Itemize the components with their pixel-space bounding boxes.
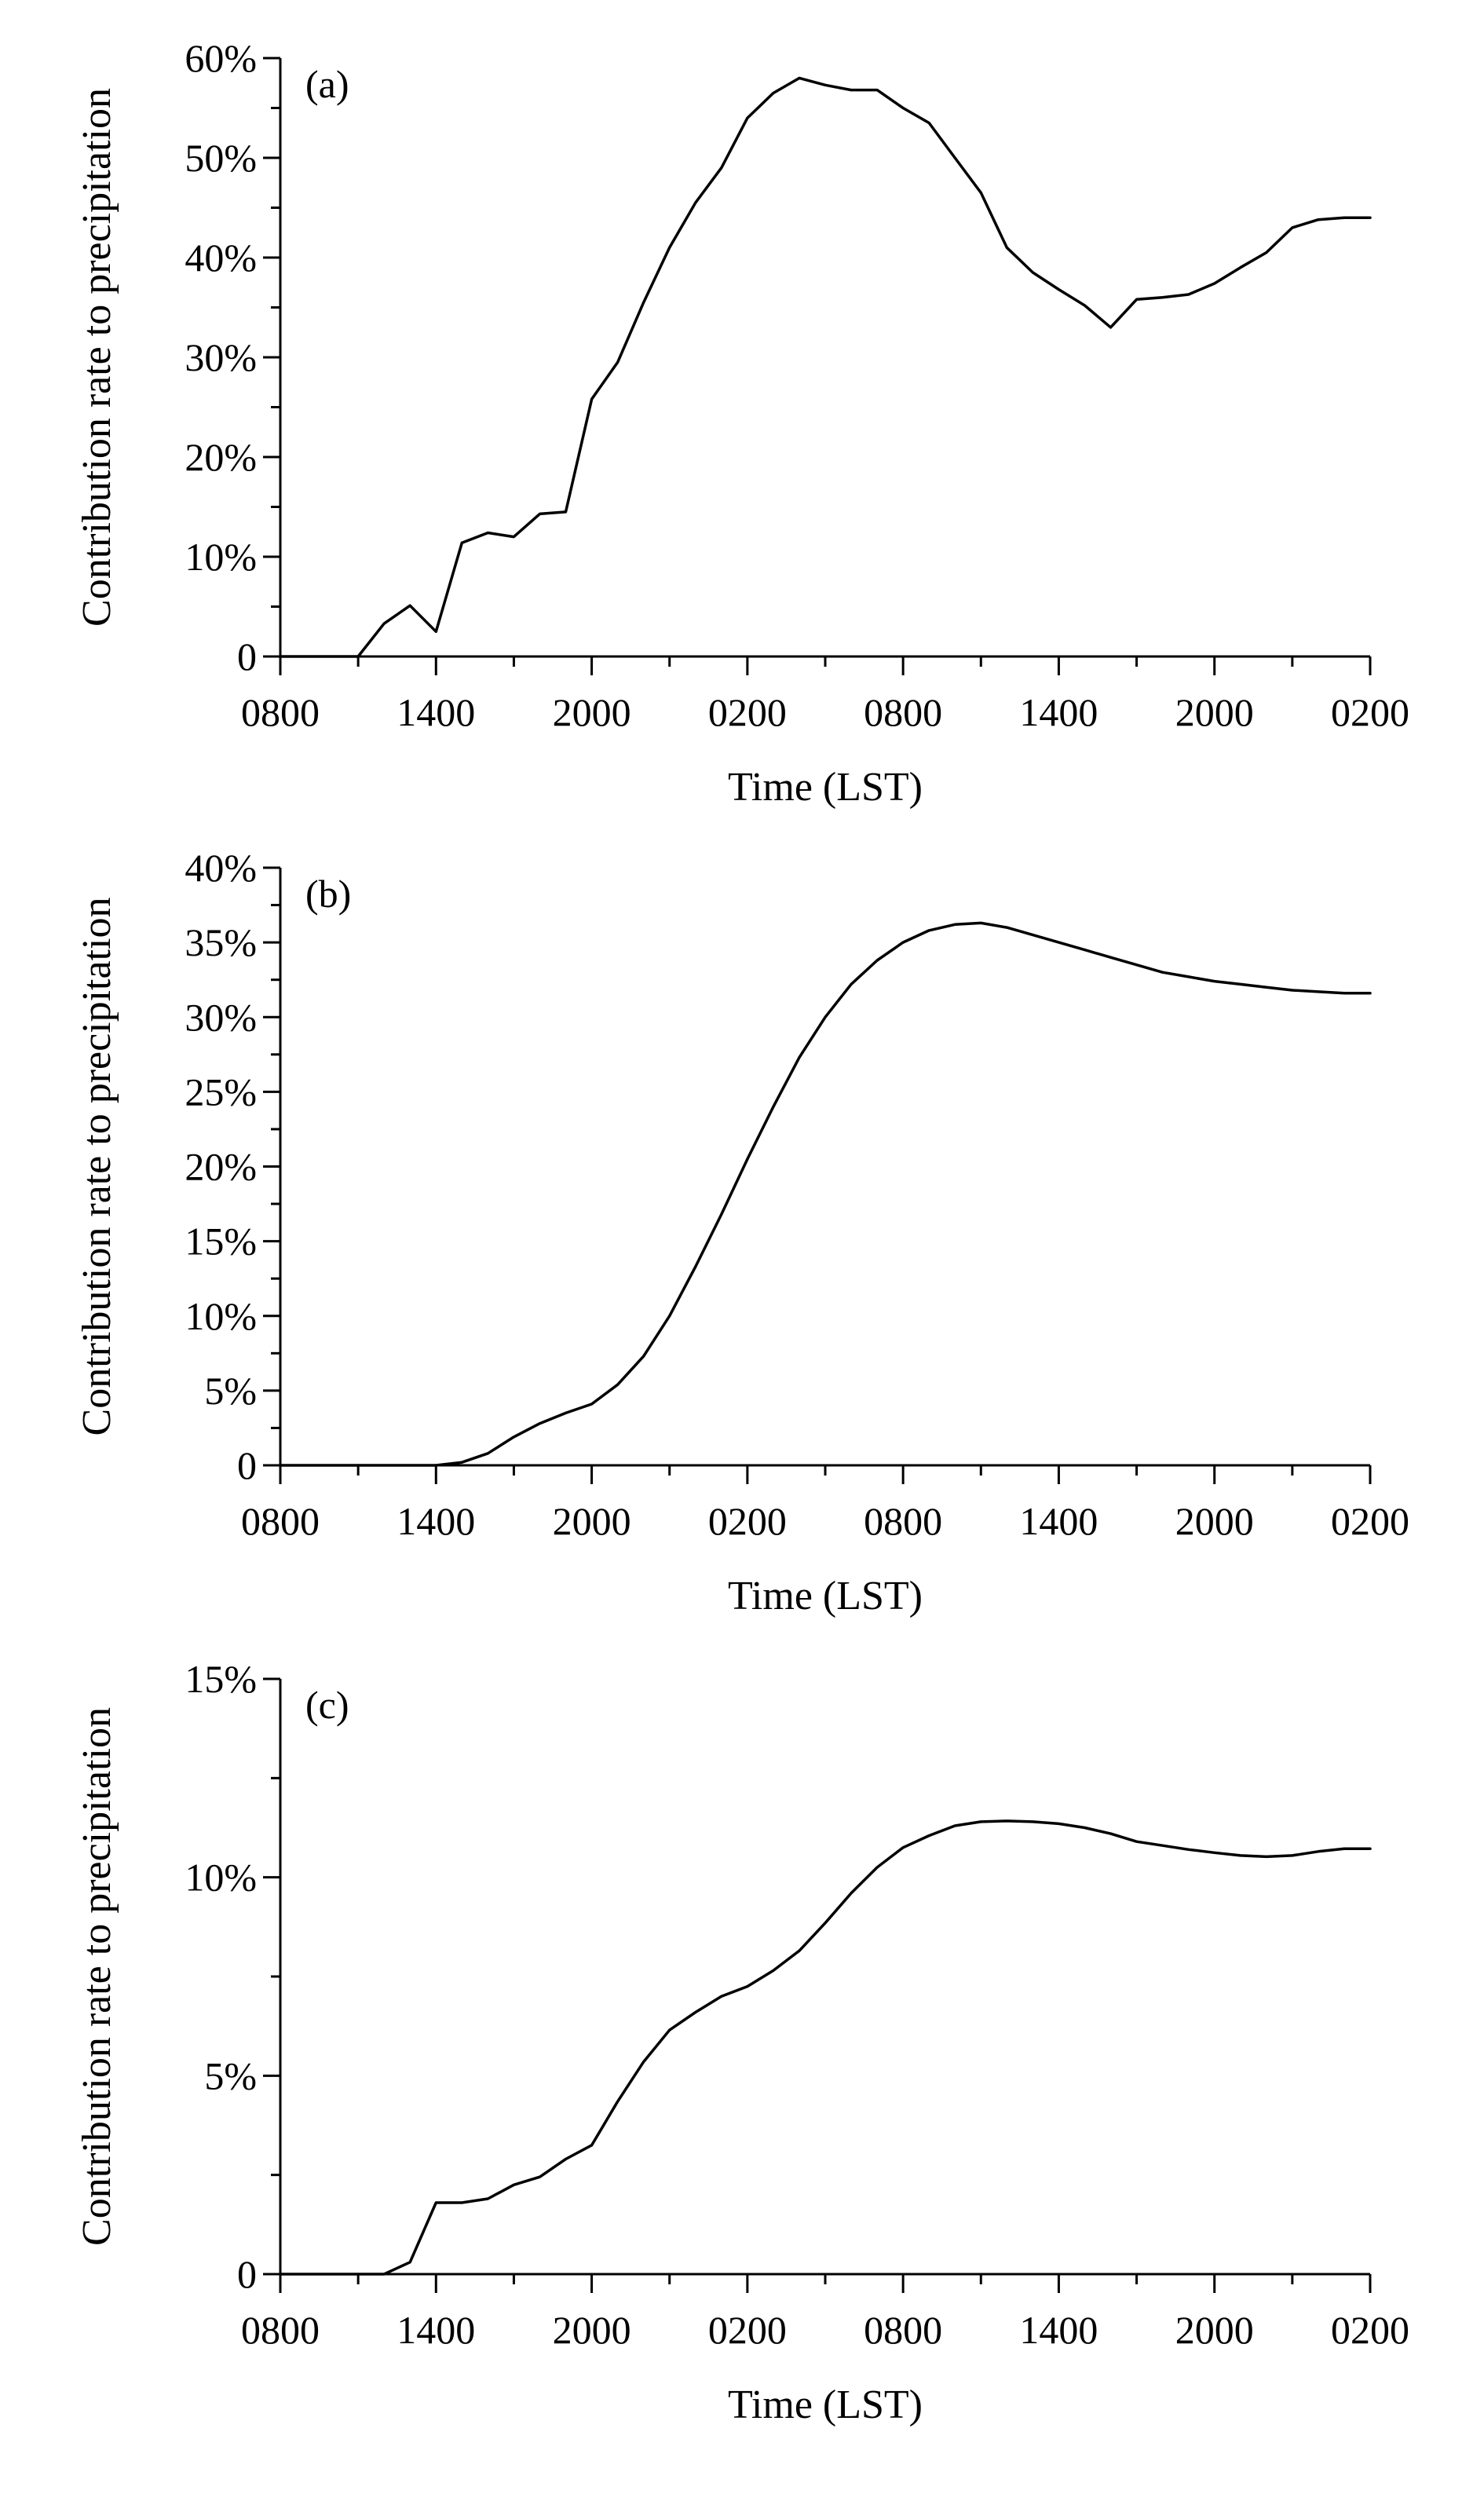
y-tick-label: 0	[237, 2252, 257, 2296]
y-tick-label: 25%	[185, 1070, 257, 1114]
y-tick-label: 60%	[185, 36, 257, 80]
y-tick-label: 30%	[185, 995, 257, 1039]
x-tick-label: 0200	[1331, 2308, 1409, 2352]
x-tick-label: 2000	[553, 2308, 631, 2352]
y-tick-label: 35%	[185, 920, 257, 964]
x-tick-label: 0800	[864, 690, 942, 734]
y-tick-label: 10%	[185, 535, 257, 579]
x-tick-label: 2000	[1175, 690, 1254, 734]
y-tick-label: 15%	[185, 1657, 257, 1701]
x-tick-label: 2000	[553, 1499, 631, 1543]
y-tick-label: 20%	[185, 435, 257, 479]
panel-label: (b)	[305, 872, 351, 916]
x-tick-label: 0200	[708, 2308, 787, 2352]
x-tick-label: 0800	[241, 690, 320, 734]
x-tick-label: 0200	[1331, 690, 1409, 734]
chart-panel-1: 0 10% 20% 30% 40% 50% 60% 0800 1400 2000 0200 0800 1…	[75, 36, 1409, 810]
chart-panel-2: 0 5% 10% 15% 20% 25% 30% 35% 40% 0800 1400 2000 0200…	[75, 846, 1409, 1618]
y-tick-label: 20%	[185, 1145, 257, 1189]
x-tick-label: 2000	[1175, 2308, 1254, 2352]
x-tick-label: 0200	[708, 690, 787, 734]
series-line-1	[279, 76, 1372, 658]
series-line-1	[279, 1819, 1372, 2276]
x-tick-label: 1400	[397, 2308, 475, 2352]
y-axis-title: Contribution rate to precipitation	[75, 1707, 119, 2246]
chart-panel-3: 0 5% 10% 15% 0800 1400 2000 0200 0800 1400 2000 020…	[75, 1657, 1409, 2427]
x-axis-title: Time (LST)	[728, 765, 923, 810]
x-axis-title: Time (LST)	[728, 1574, 923, 1618]
x-tick-label: 0200	[1331, 1499, 1409, 1543]
y-tick-label: 40%	[185, 236, 257, 280]
y-tick-label: 5%	[204, 2053, 257, 2097]
y-axis-title: Contribution rate to precipitation	[75, 898, 119, 1436]
y-tick-label: 15%	[185, 1220, 257, 1263]
x-tick-label: 1400	[1019, 690, 1098, 734]
y-tick-label: 5%	[204, 1369, 257, 1413]
x-tick-label: 0800	[241, 2308, 320, 2352]
y-tick-label: 30%	[185, 335, 257, 379]
x-tick-label: 0200	[708, 1499, 787, 1543]
y-tick-label: 40%	[185, 846, 257, 890]
panel-label: (c)	[305, 1683, 349, 1727]
panel-label: (a)	[305, 62, 349, 106]
x-tick-label: 1400	[1019, 2308, 1098, 2352]
y-tick-label: 10%	[185, 1856, 257, 1900]
x-tick-label: 1400	[1019, 1499, 1098, 1543]
y-axis-title: Contribution rate to precipitation	[75, 88, 119, 627]
y-tick-label: 10%	[185, 1294, 257, 1338]
series-line-1	[279, 921, 1372, 1467]
y-tick-label: 0	[237, 634, 257, 678]
x-tick-label: 0800	[864, 1499, 942, 1543]
y-tick-label: 0	[237, 1443, 257, 1487]
y-tick-label: 50%	[185, 136, 257, 180]
x-axis-title: Time (LST)	[728, 2382, 923, 2427]
x-tick-label: 0800	[241, 1499, 320, 1543]
x-tick-label: 0800	[864, 2308, 942, 2352]
x-tick-label: 2000	[553, 690, 631, 734]
x-tick-label: 1400	[397, 1499, 475, 1543]
x-tick-label: 2000	[1175, 1499, 1254, 1543]
x-tick-label: 1400	[397, 690, 475, 734]
